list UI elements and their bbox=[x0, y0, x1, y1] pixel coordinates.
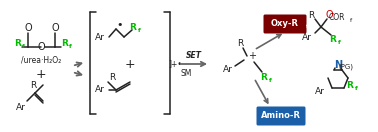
Text: O: O bbox=[37, 42, 45, 52]
Text: f: f bbox=[350, 18, 352, 22]
Text: +: + bbox=[36, 69, 46, 81]
Text: SM: SM bbox=[180, 69, 192, 77]
Text: R: R bbox=[308, 11, 314, 20]
Text: Oxy-R: Oxy-R bbox=[271, 18, 299, 27]
Text: f: f bbox=[22, 44, 24, 50]
Text: R: R bbox=[130, 22, 136, 32]
Text: Ar: Ar bbox=[315, 88, 325, 96]
Text: Ar: Ar bbox=[95, 32, 105, 41]
Text: O: O bbox=[24, 23, 32, 33]
Text: Ar: Ar bbox=[16, 103, 26, 112]
Text: R: R bbox=[330, 34, 336, 44]
Text: f: f bbox=[269, 79, 271, 84]
Text: O: O bbox=[325, 10, 333, 20]
Text: R: R bbox=[260, 72, 268, 81]
Text: +: + bbox=[248, 51, 256, 61]
Text: N: N bbox=[334, 60, 342, 70]
Text: R: R bbox=[347, 81, 353, 91]
Text: f: f bbox=[138, 29, 140, 34]
Text: R: R bbox=[109, 74, 115, 82]
Text: Ar: Ar bbox=[302, 32, 312, 41]
Text: R: R bbox=[62, 39, 68, 48]
Text: +: + bbox=[125, 58, 135, 70]
Text: f: f bbox=[69, 44, 71, 50]
Text: Ar: Ar bbox=[95, 86, 105, 95]
Text: f: f bbox=[338, 39, 340, 44]
Text: f: f bbox=[306, 23, 308, 29]
FancyBboxPatch shape bbox=[263, 15, 307, 34]
Text: (PG): (PG) bbox=[339, 64, 353, 70]
Text: Amino-R: Amino-R bbox=[261, 110, 301, 119]
Text: f: f bbox=[355, 86, 357, 91]
Text: f: f bbox=[307, 116, 309, 121]
Text: /urea·H₂O₂: /urea·H₂O₂ bbox=[21, 55, 61, 65]
Text: R: R bbox=[30, 81, 36, 89]
FancyBboxPatch shape bbox=[257, 107, 305, 126]
Text: R: R bbox=[237, 39, 243, 48]
Text: •: • bbox=[117, 20, 123, 30]
Text: Ar: Ar bbox=[223, 65, 233, 74]
Text: SET: SET bbox=[186, 51, 202, 60]
Text: COR: COR bbox=[329, 13, 345, 22]
Text: ]+•: ]+• bbox=[168, 60, 182, 69]
Text: R: R bbox=[15, 39, 22, 48]
Text: O: O bbox=[51, 23, 59, 33]
